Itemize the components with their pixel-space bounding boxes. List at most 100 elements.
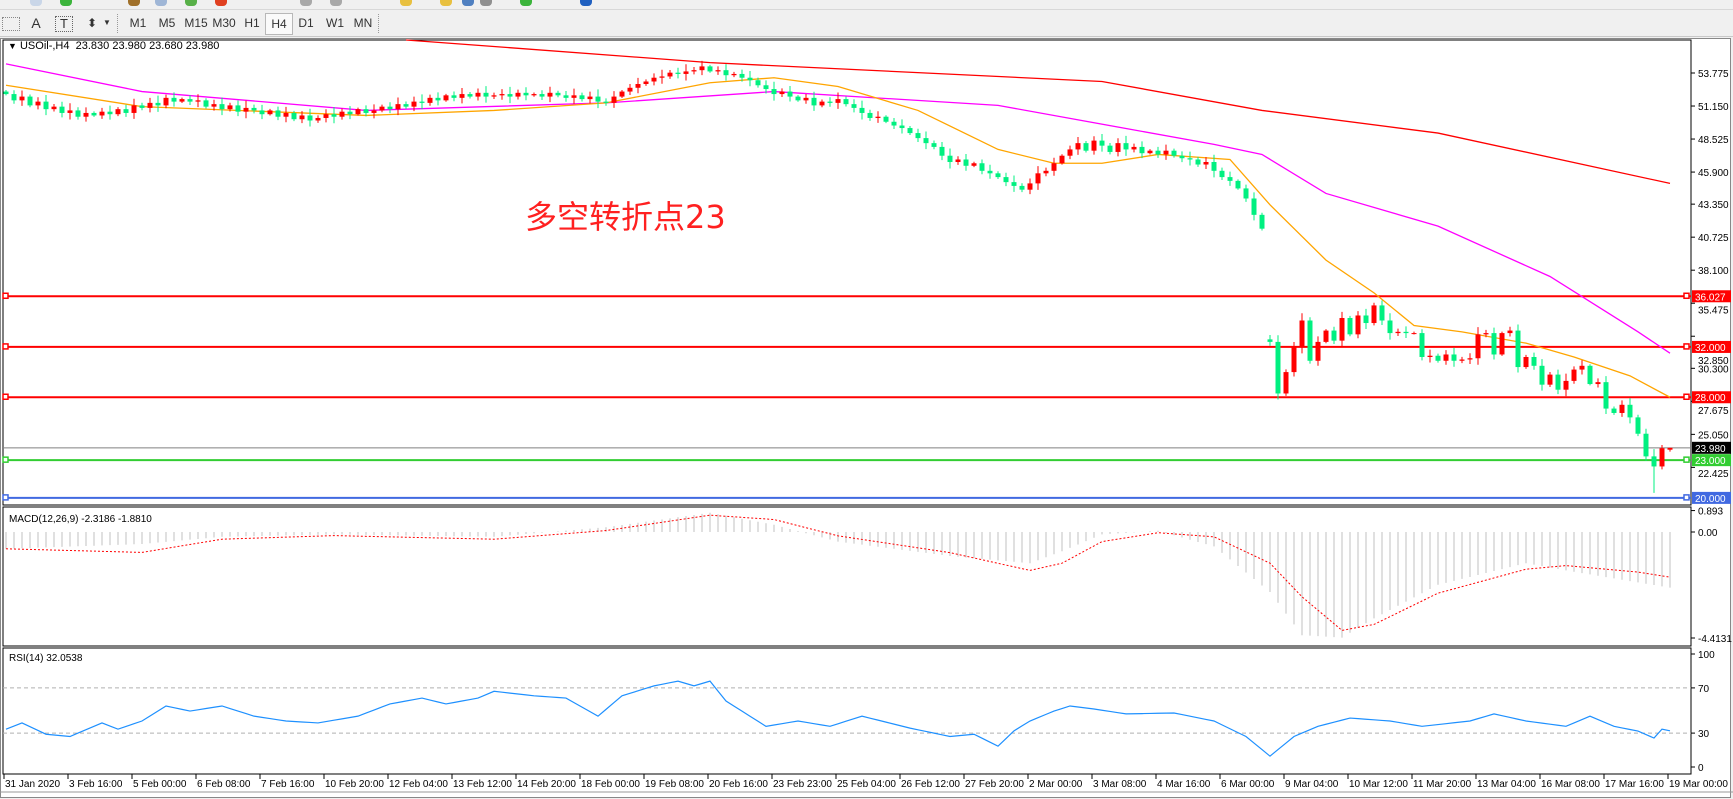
line-anchor-handle[interactable] — [1683, 494, 1690, 501]
candle — [1083, 141, 1089, 153]
candle — [979, 159, 985, 175]
period-button-d1[interactable]: D1 — [298, 16, 314, 30]
candle-body — [475, 92, 481, 97]
time-tick-label: 17 Mar 16:00 — [1605, 779, 1664, 790]
period-button-w1[interactable]: W1 — [326, 16, 344, 30]
period-button-m1[interactable]: M1 — [129, 16, 147, 30]
arrows-tool-icon[interactable]: ⬍ — [86, 16, 98, 30]
symbol-label: USOil-,H4 — [19, 40, 70, 52]
candle-body — [195, 100, 201, 102]
expert-icon[interactable] — [128, 0, 140, 6]
candle-body — [283, 112, 289, 117]
time-tick-label: 18 Feb 00:00 — [581, 779, 640, 790]
line-anchor-handle[interactable] — [2, 292, 9, 300]
period-button-m15[interactable]: M15 — [184, 16, 208, 30]
candle — [955, 156, 961, 165]
new-order-icon[interactable] — [60, 0, 72, 6]
pencil-icon[interactable] — [400, 0, 412, 6]
candle — [1371, 302, 1377, 326]
line-anchor-handle[interactable] — [2, 393, 9, 400]
candle — [715, 66, 721, 75]
scroll-icon[interactable] — [480, 0, 492, 6]
help-icon[interactable] — [580, 0, 592, 6]
candle-body — [1227, 177, 1233, 181]
candle — [1315, 336, 1321, 366]
candle — [963, 153, 969, 171]
line-anchor-handle[interactable] — [2, 456, 9, 463]
candle-body — [923, 138, 929, 144]
candle-body — [683, 71, 689, 74]
candle-body — [1515, 330, 1521, 368]
crosshair-icon[interactable] — [300, 0, 312, 6]
candle — [1347, 315, 1353, 337]
candle-body — [83, 112, 89, 117]
macd-tick-label: -4.4131 — [1698, 634, 1732, 645]
period-button-h1[interactable]: H1 — [244, 16, 260, 30]
fibo-icon[interactable] — [440, 0, 452, 6]
candle-body — [1659, 448, 1665, 467]
text-tool-button[interactable]: A — [31, 15, 41, 31]
candle — [675, 67, 681, 79]
chart-window[interactable] — [0, 38, 1731, 798]
line-anchor-handle[interactable] — [1683, 456, 1690, 463]
candle-body — [611, 96, 617, 103]
candle-body — [1315, 341, 1321, 361]
candle — [107, 105, 113, 120]
time-tick-label: 12 Feb 04:00 — [389, 779, 448, 790]
period-button-mn[interactable]: MN — [353, 16, 373, 30]
line-icon[interactable] — [330, 0, 342, 6]
autotrading-icon[interactable] — [185, 0, 197, 6]
add-icon[interactable] — [520, 0, 532, 6]
line-anchor-handle[interactable] — [1683, 292, 1690, 300]
candle-body — [659, 76, 665, 78]
candle-body — [835, 99, 841, 103]
candle — [1163, 144, 1169, 160]
candle-body — [1219, 170, 1225, 178]
candle — [155, 95, 161, 112]
chart-menu-triangle-icon[interactable]: ▼ — [8, 41, 17, 51]
line-anchor-handle[interactable] — [2, 494, 9, 501]
candle-body — [419, 101, 425, 103]
candle-body — [1627, 404, 1633, 418]
candle — [1195, 156, 1201, 167]
candle-body — [267, 110, 273, 115]
line-anchor-handle[interactable] — [1683, 343, 1690, 350]
period-button-h4[interactable]: H4 — [265, 13, 293, 35]
candle — [211, 99, 217, 111]
line-anchor-handle[interactable] — [2, 343, 9, 350]
period-button-m30[interactable]: M30 — [212, 16, 236, 30]
price-tick-label: 51.150 — [1698, 102, 1729, 113]
candle — [635, 77, 641, 94]
period-button-m5[interactable]: M5 — [158, 16, 176, 30]
template-icon[interactable] — [462, 0, 474, 6]
level-price-badge — [1692, 290, 1731, 303]
zoom-icon[interactable] — [30, 0, 42, 6]
period-separators-icon[interactable] — [2, 17, 20, 31]
time-tick-label: 31 Jan 2020 — [5, 779, 60, 790]
chart-annotation-text[interactable]: 多空转折点23 — [525, 198, 726, 236]
candle-body — [483, 92, 489, 97]
candle — [507, 86, 513, 104]
candle-body — [307, 115, 313, 121]
text-label-tool-button[interactable]: T — [55, 16, 73, 32]
candle — [595, 89, 601, 109]
line-anchor-handle[interactable] — [1683, 393, 1690, 400]
candle-body — [147, 102, 153, 108]
candle — [827, 97, 833, 107]
price-tick-label: 35.475 — [1698, 305, 1729, 316]
terminal-icon[interactable] — [155, 0, 167, 6]
candle — [395, 97, 401, 116]
candle — [99, 107, 105, 119]
stop-icon[interactable] — [215, 0, 227, 6]
candle — [1643, 428, 1649, 461]
chevron-down-icon[interactable]: ▼ — [103, 18, 111, 27]
level-price-label: 36.027 — [1695, 292, 1726, 303]
candle-body — [411, 101, 417, 107]
candle-body — [219, 104, 225, 110]
candle-body — [1139, 146, 1145, 154]
price-tick-label: 40.725 — [1698, 233, 1729, 244]
candle-body — [539, 94, 545, 97]
rsi-tick-label: 100 — [1698, 650, 1715, 661]
candle — [731, 71, 737, 78]
